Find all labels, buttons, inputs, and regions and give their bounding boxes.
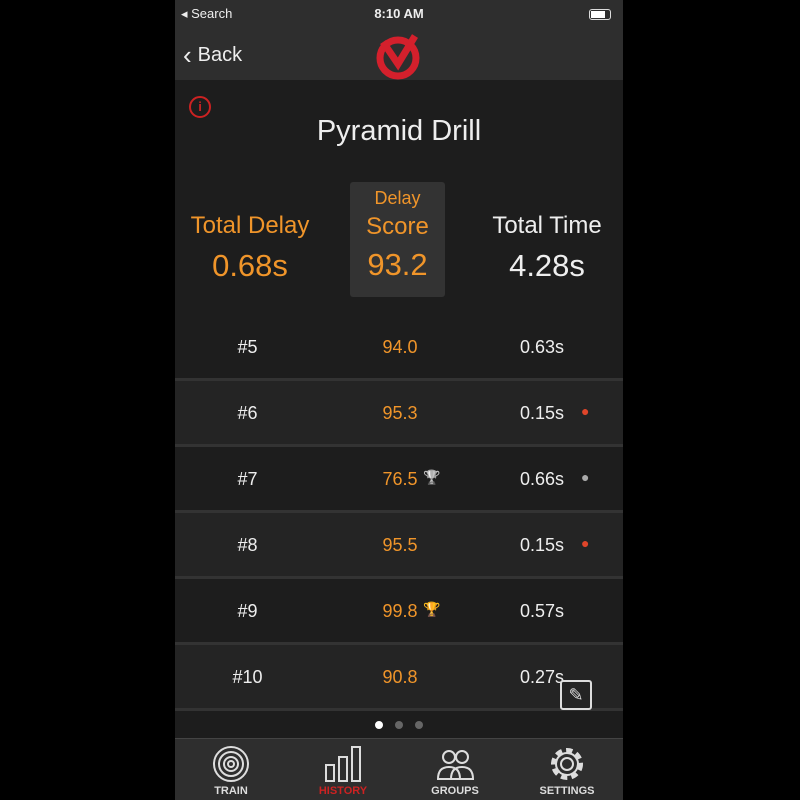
total-delay-label: Total Delay (190, 212, 310, 239)
shot-number: #6 (237, 403, 258, 423)
shot-number: #5 (237, 337, 258, 357)
shot-time: 0.63s (520, 337, 565, 357)
tab-bar: TRAIN HISTORY GROUPS SETTINGS (175, 738, 623, 800)
table-row[interactable]: #9 99.8 0.57s 🏆 (175, 579, 623, 645)
info-icon[interactable]: i (189, 96, 211, 118)
tab-label: SETTINGS (539, 785, 595, 797)
table-row[interactable]: #6 95.3 0.15s ● (175, 381, 623, 447)
shot-list: #5 94.0 0.63s #6 95.3 0.15s ● #7 76.5 0.66s 🏆 ● #8 95… (175, 315, 623, 711)
total-time-value: 4.28s (509, 248, 585, 283)
total-delay: Total Delay 0.68s (175, 212, 325, 284)
trophy-icon: 🏆 (423, 601, 441, 617)
status-bar: ◂ Search 8:10 AM (175, 0, 623, 28)
shot-time: 0.57s (520, 601, 565, 621)
tab-label: GROUPS (431, 785, 479, 797)
tab-settings[interactable]: SETTINGS (511, 739, 623, 800)
table-row[interactable]: #7 76.5 0.66s 🏆 ● (175, 447, 623, 513)
shot-number: #7 (237, 469, 258, 489)
shot-score: 99.8 (382, 601, 418, 621)
table-row[interactable]: #8 95.5 0.15s ● (175, 513, 623, 579)
shot-time: 0.15s (520, 535, 565, 555)
target-icon (213, 746, 249, 782)
app-logo (376, 34, 420, 80)
shot-score: 90.8 (382, 667, 418, 687)
total-time: Total Time 4.28s (472, 212, 622, 284)
tab-label: TRAIN (214, 785, 248, 797)
delay-score-label-2: Score (366, 213, 429, 240)
shot-time: 0.27s (520, 667, 565, 687)
page-dot[interactable] (415, 721, 423, 729)
page-title: Pyramid Drill (316, 115, 482, 147)
delay-score-value: 93.2 (367, 247, 428, 282)
shot-score: 95.3 (382, 403, 418, 423)
table-row[interactable]: #5 94.0 0.63s (175, 315, 623, 381)
battery-icon (589, 9, 611, 20)
shot-time: 0.66s (520, 469, 565, 489)
shot-score: 95.5 (382, 535, 418, 555)
shot-score: 94.0 (382, 337, 418, 357)
tab-train[interactable]: TRAIN (175, 739, 287, 800)
back-label: Back (197, 44, 243, 66)
status-back-to-search[interactable]: ◂ Search (181, 6, 233, 21)
back-button[interactable]: ‹ Back (183, 40, 242, 71)
gear-icon (551, 748, 583, 780)
chevron-left-icon: ‹ (183, 40, 192, 70)
bar-chart-icon (325, 746, 361, 782)
total-time-label: Total Time (492, 212, 602, 239)
delay-score-label-1: Delay (374, 188, 421, 208)
page-dot[interactable] (395, 721, 403, 729)
nav-bar: ‹ Back (175, 28, 623, 80)
page-indicator[interactable] (175, 716, 623, 734)
edit-button[interactable]: ✎ (560, 680, 592, 710)
slow-shot-icon: ● (581, 469, 590, 485)
trophy-icon: 🏆 (423, 469, 441, 485)
pencil-icon: ✎ (568, 685, 584, 705)
total-delay-value: 0.68s (212, 248, 288, 283)
delay-score: Delay Score 93.2 (350, 182, 445, 297)
fast-shot-icon: ● (581, 403, 590, 419)
shot-number: #10 (232, 667, 263, 687)
shot-score: 76.5 (382, 469, 418, 489)
page-dot[interactable] (375, 721, 383, 729)
phone-screen: ◂ Search 8:10 AM ‹ Back i Pyramid Drill T… (175, 0, 623, 800)
group-icon (436, 750, 475, 780)
shot-number: #9 (237, 601, 258, 621)
tab-history[interactable]: HISTORY (287, 739, 399, 800)
status-time: 8:10 AM (374, 6, 424, 21)
shot-number: #8 (237, 535, 258, 555)
table-row[interactable]: #10 90.8 0.27s (175, 645, 623, 711)
tab-groups[interactable]: GROUPS (399, 739, 511, 800)
fast-shot-icon: ● (581, 535, 590, 551)
tab-label: HISTORY (318, 785, 368, 797)
shot-time: 0.15s (520, 403, 565, 423)
